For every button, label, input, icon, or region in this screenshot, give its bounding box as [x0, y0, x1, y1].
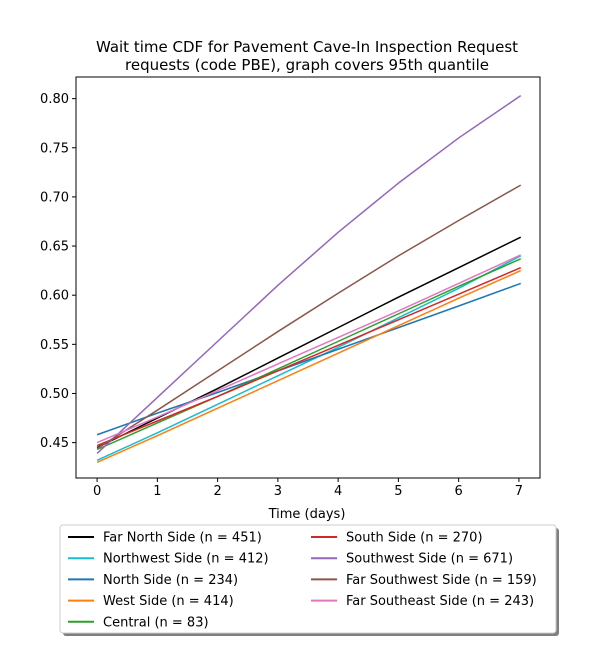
series-line-6: [96, 95, 522, 454]
legend-label-5: South Side (n = 270): [346, 531, 483, 546]
x-tick-label-6: 6: [455, 484, 463, 499]
series-line-4: [96, 258, 522, 451]
y-axis: 0.45 0.50 0.55 0.60 0.65 0.70 0.75 0.80: [40, 92, 76, 451]
chart-title-line1: Wait time CDF for Pavement Cave-In Inspe…: [96, 38, 518, 56]
legend-box: [59, 524, 557, 634]
x-tick-label-5: 5: [394, 484, 402, 499]
legend: Far North Side (n = 451) Northwest Side (…: [59, 524, 559, 636]
legend-label-1: Northwest Side (n = 412): [103, 552, 269, 567]
y-tick-label-5: 0.70: [40, 190, 69, 205]
series-line-7: [96, 184, 522, 450]
legend-label-7: Far Southwest Side (n = 159): [346, 573, 537, 588]
legend-label-0: Far North Side (n = 451): [103, 531, 262, 546]
legend-label-4: Central (n = 83): [103, 615, 209, 630]
series-line-8: [96, 254, 522, 444]
x-tick-label-0: 0: [93, 484, 101, 499]
legend-label-3: West Side (n = 414): [103, 594, 234, 609]
series-line-5: [96, 266, 522, 447]
y-tick-label-7: 0.80: [40, 92, 69, 107]
y-tick-label-2: 0.55: [40, 338, 69, 353]
x-tick-label-3: 3: [274, 484, 282, 499]
series-line-2: [96, 282, 521, 436]
y-tick-label-1: 0.50: [40, 387, 69, 402]
y-tick-label-3: 0.60: [40, 289, 69, 304]
y-tick-label-4: 0.65: [40, 240, 69, 255]
legend-label-2: North Side (n = 234): [103, 573, 238, 588]
plot-lines: [96, 95, 522, 463]
x-axis: 0 1 2 3 4 5 6 7: [93, 478, 523, 499]
x-axis-label: Time (days): [268, 507, 346, 522]
y-tick-label-0: 0.45: [40, 436, 69, 451]
plot-frame: [75, 76, 541, 479]
legend-label-8: Far Southeast Side (n = 243): [346, 594, 534, 609]
series-line-3: [96, 269, 522, 463]
x-tick-label-7: 7: [515, 484, 523, 499]
x-tick-label-4: 4: [334, 484, 342, 499]
series-line-1: [96, 255, 522, 461]
y-tick-label-6: 0.75: [40, 141, 69, 156]
legend-label-6: Southwest Side (n = 671): [346, 552, 513, 567]
x-tick-label-2: 2: [213, 484, 221, 499]
chart-title-line2: requests (code PBE), graph covers 95th q…: [125, 56, 489, 74]
x-tick-label-1: 1: [153, 484, 161, 499]
